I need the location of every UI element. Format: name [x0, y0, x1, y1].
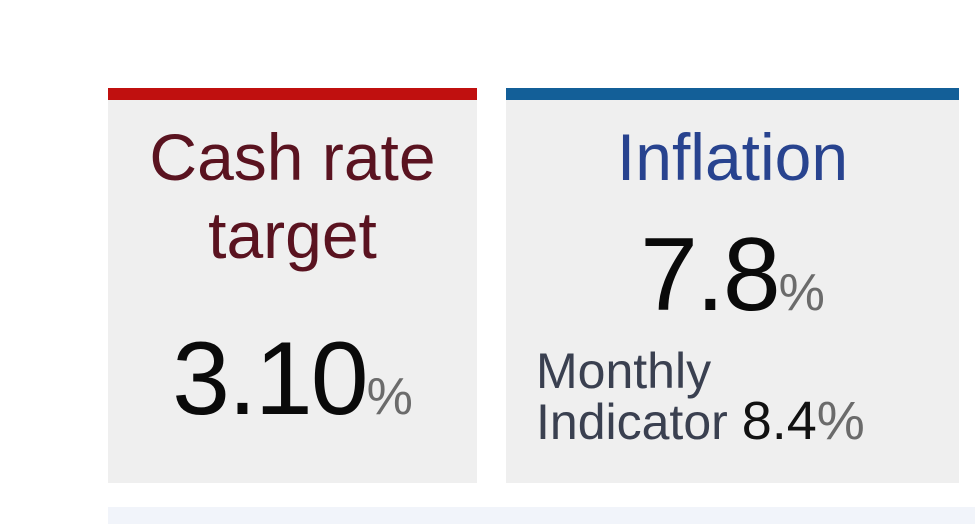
cash-rate-title: Cash rate target — [108, 116, 477, 276]
cash-rate-title-line2: target — [208, 198, 377, 272]
next-section-strip — [108, 507, 975, 524]
inflation-value: 7.8% — [506, 216, 959, 335]
inflation-number: 7.8 — [640, 217, 781, 333]
inflation-percent: % — [778, 264, 825, 322]
cash-rate-accent-bar — [108, 88, 477, 100]
inflation-title: Inflation — [616, 120, 849, 194]
inflation-card[interactable]: Inflation 7.8% Monthly Indicator 8.4% — [506, 88, 959, 483]
monthly-indicator-label-line2: Indicator — [536, 394, 728, 450]
inflation-accent-bar — [506, 88, 959, 100]
cash-rate-title-line1: Cash rate — [149, 120, 436, 194]
cash-rate-percent: % — [366, 368, 413, 426]
monthly-indicator-value: 8.4 — [741, 391, 817, 451]
monthly-indicator-percent: % — [816, 391, 865, 451]
cash-rate-number: 3.10 — [172, 321, 368, 437]
monthly-indicator: Monthly Indicator 8.4% — [536, 343, 865, 450]
cash-rate-card[interactable]: Cash rate target 3.10% — [108, 88, 477, 483]
cash-rate-value: 3.10% — [108, 320, 477, 439]
monthly-indicator-label-line1: Monthly — [536, 343, 712, 399]
